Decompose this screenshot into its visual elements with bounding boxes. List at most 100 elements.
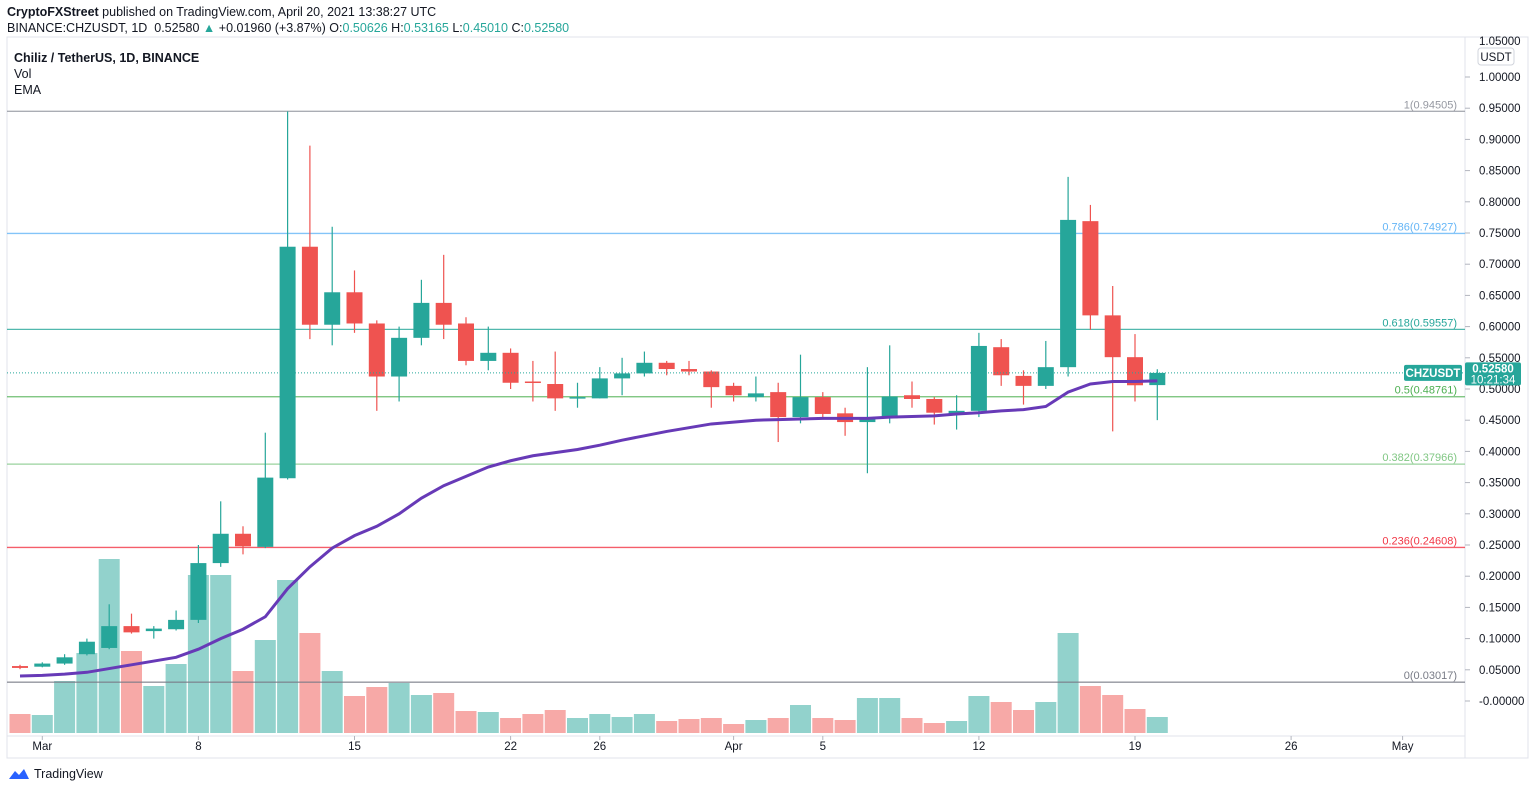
volume-bar	[9, 714, 31, 733]
candle-body	[145, 628, 162, 632]
volume-bar	[433, 693, 455, 733]
candle[interactable]	[257, 432, 274, 549]
last-price-marker: CHZUSDT 0.52580 10:21:34	[7, 362, 1521, 386]
candle[interactable]	[190, 545, 207, 623]
high-value: 0.53165	[403, 21, 449, 35]
candle[interactable]	[747, 376, 764, 402]
candle[interactable]	[324, 226, 341, 346]
candle[interactable]	[1015, 370, 1032, 405]
candle[interactable]	[658, 360, 675, 376]
volume-bar	[923, 723, 945, 733]
candle[interactable]	[1127, 334, 1143, 402]
candle-body	[814, 397, 831, 414]
candle-body	[324, 292, 341, 325]
volume-bar	[1057, 633, 1079, 733]
candle[interactable]	[814, 392, 831, 418]
price-axis[interactable]: 1.05000 1.00000 0.95000 0.90000 0.85000 0.800…	[1465, 36, 1524, 708]
candle[interactable]	[1060, 176, 1077, 377]
time-tick-label: 19	[1129, 741, 1142, 753]
price-tick-label: 1.00000	[1479, 72, 1521, 84]
candle[interactable]	[145, 626, 162, 639]
candle[interactable]	[101, 604, 118, 650]
volume-bar	[589, 714, 611, 733]
brand-name: TradingView	[34, 767, 103, 781]
legend-volume[interactable]: Vol	[14, 67, 32, 81]
price-tick-label: 0.30000	[1479, 509, 1521, 521]
volume-bar	[879, 698, 901, 733]
open-value: 0.50626	[342, 21, 388, 35]
candle[interactable]	[859, 367, 876, 474]
candle[interactable]	[792, 354, 809, 424]
time-tick-label: 8	[195, 741, 201, 753]
legend-ema[interactable]: EMA	[14, 83, 42, 97]
candle[interactable]	[569, 382, 586, 408]
candle[interactable]	[368, 320, 385, 411]
last-price: 0.52580	[154, 21, 200, 35]
candle[interactable]	[123, 613, 140, 634]
low-value: 0.45010	[462, 21, 508, 35]
currency-badge[interactable]: USDT	[1477, 47, 1515, 66]
candle[interactable]	[301, 145, 318, 340]
time-tick-label: 26	[593, 741, 606, 753]
volume-bar	[299, 633, 321, 733]
candle[interactable]	[212, 501, 229, 567]
candle[interactable]	[502, 348, 519, 389]
candle[interactable]	[346, 270, 363, 333]
tradingview-logo[interactable]: TradingView	[8, 767, 103, 781]
candle[interactable]	[524, 360, 541, 402]
chart-frame	[6, 36, 1529, 759]
candle[interactable]	[547, 351, 564, 411]
candle[interactable]	[34, 662, 51, 668]
fib-level-label: 0.5(0.48761)	[1395, 385, 1457, 397]
candle-body	[703, 371, 720, 388]
candle[interactable]	[904, 381, 920, 408]
volume-bar	[745, 720, 767, 733]
time-tick-label: 5	[820, 741, 826, 753]
price-tick-label: -0.00000	[1479, 696, 1524, 708]
candle[interactable]	[458, 317, 474, 366]
candle[interactable]	[881, 345, 898, 424]
price-tick-label: 0.05000	[1479, 665, 1521, 677]
candle[interactable]	[770, 382, 787, 443]
volume-bar	[477, 712, 499, 733]
candle[interactable]	[993, 339, 1010, 386]
candle[interactable]	[725, 382, 742, 402]
volume-bar	[54, 681, 76, 733]
candle-body	[926, 398, 943, 413]
up-arrow-icon: ▲	[202, 21, 216, 35]
candle[interactable]	[1149, 369, 1166, 421]
candle[interactable]	[591, 367, 608, 399]
candle[interactable]	[703, 370, 720, 408]
candle[interactable]	[837, 407, 854, 436]
candle[interactable]	[78, 638, 95, 656]
candle[interactable]	[391, 326, 408, 402]
volume-bar	[990, 702, 1012, 733]
candle[interactable]	[235, 526, 251, 555]
time-axis[interactable]: Mar 8 15 22 26 Apr 5 12 19 26 May	[32, 736, 1414, 753]
candle[interactable]	[614, 357, 631, 396]
publisher: CryptoFXStreet	[7, 5, 99, 19]
candle[interactable]	[948, 395, 965, 430]
candle[interactable]	[435, 254, 452, 340]
volume-bar	[232, 671, 254, 733]
candle[interactable]	[279, 111, 296, 480]
candle[interactable]	[480, 326, 497, 371]
candle[interactable]	[636, 351, 653, 377]
volume-bar	[834, 720, 856, 733]
candle[interactable]	[56, 654, 73, 665]
candle[interactable]	[1104, 286, 1121, 432]
candle[interactable]	[1037, 340, 1054, 389]
fib-level-label: 0(0.03017)	[1404, 670, 1457, 682]
candle[interactable]	[12, 664, 28, 670]
candle[interactable]	[926, 397, 943, 425]
candle-body	[524, 381, 541, 384]
price-tick-label: 0.10000	[1479, 634, 1521, 646]
chart-legend[interactable]: Chiliz / TetherUS, 1D, BINANCE Vol EMA	[14, 50, 199, 98]
candle[interactable]	[413, 279, 430, 346]
candle[interactable]	[1082, 204, 1099, 330]
candle[interactable]	[970, 332, 987, 418]
candle-body	[101, 626, 118, 648]
time-tick-label: May	[1392, 741, 1414, 753]
candle[interactable]	[168, 610, 185, 631]
